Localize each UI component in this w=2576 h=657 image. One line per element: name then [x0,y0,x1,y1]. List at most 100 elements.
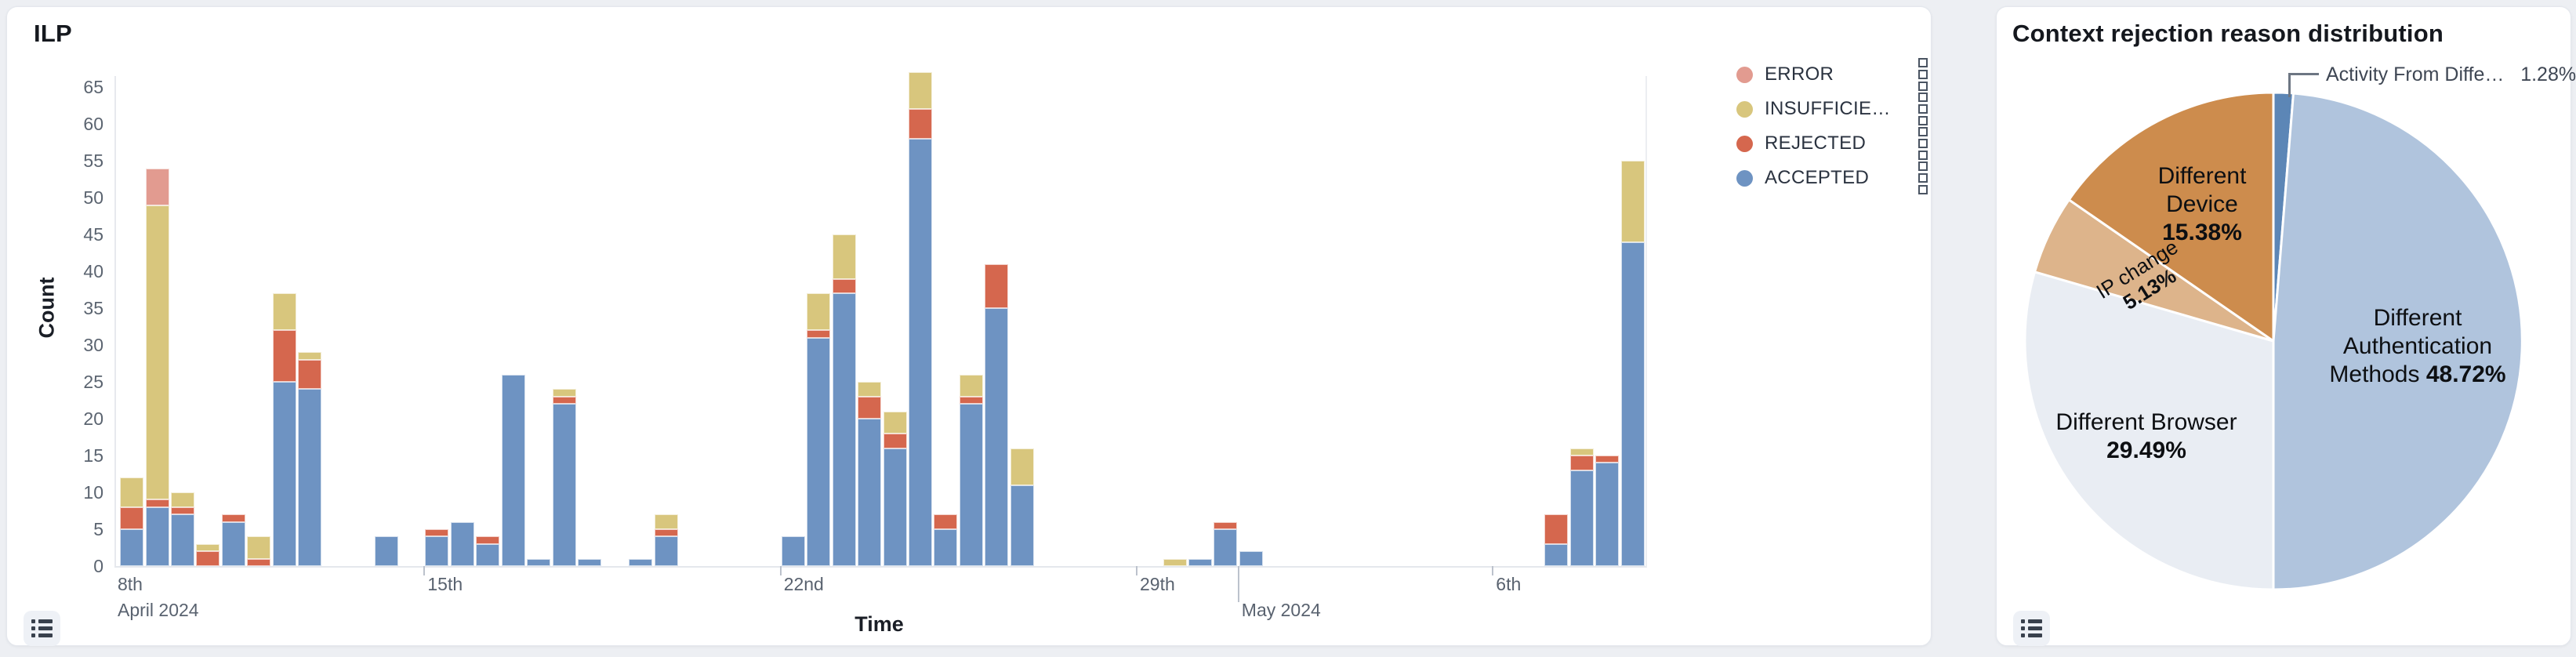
bar-segment-rejected[interactable] [247,558,271,566]
stacked-bar[interactable] [450,521,474,566]
bar-segment-rejected[interactable] [552,396,576,405]
bar-segment-rejected[interactable] [1544,514,1569,544]
bar-segment-insufficient[interactable] [858,382,882,397]
bar-segment-insufficient[interactable] [959,374,983,397]
stacked-bar[interactable] [501,374,525,566]
bar-segment-insufficient[interactable] [247,536,271,559]
bar-segment-insufficient[interactable] [120,477,143,507]
drag-handle-icon[interactable] [1918,162,1928,194]
bar-segment-insufficient[interactable] [298,352,322,360]
pie-slice-different-authentication-methods[interactable] [2272,92,2523,591]
stacked-bar[interactable] [196,543,220,566]
bar-segment-rejected[interactable] [959,396,983,405]
bar-segment-accepted[interactable] [1239,551,1263,566]
bar-segment-accepted[interactable] [629,558,652,566]
bar-segment-accepted[interactable] [298,389,322,566]
bar-segment-accepted[interactable] [1595,463,1620,566]
bar-segment-insufficient[interactable] [196,543,220,552]
stacked-bar[interactable] [476,536,500,566]
stacked-bar[interactable] [552,389,576,566]
stacked-bar[interactable] [578,558,602,566]
bar-segment-accepted[interactable] [120,529,143,566]
bar-segment-rejected[interactable] [883,433,907,448]
legend-item-error[interactable]: ERROR [1736,57,1929,92]
bar-segment-accepted[interactable] [476,543,500,566]
bar-segment-accepted[interactable] [1188,558,1212,566]
stacked-bar[interactable] [1595,456,1620,566]
stacked-bar[interactable] [807,293,831,566]
bar-segment-accepted[interactable] [1214,529,1238,566]
legend-item-accepted[interactable]: ACCEPTED [1736,161,1929,195]
bar-segment-accepted[interactable] [578,558,602,566]
bar-segment-insufficient[interactable] [883,411,907,434]
bar-segment-insufficient[interactable] [654,514,678,530]
bar-segment-accepted[interactable] [170,514,194,566]
bar-segment-rejected[interactable] [120,506,143,529]
bar-segment-insufficient[interactable] [272,293,296,331]
bar-segment-insufficient[interactable] [832,234,856,279]
bar-segment-accepted[interactable] [552,404,576,566]
stacked-bar[interactable] [1163,558,1187,566]
bar-segment-rejected[interactable] [1214,521,1238,529]
bar-segment-accepted[interactable] [145,506,169,566]
bar-segment-insufficient[interactable] [807,293,831,331]
bar-segment-rejected[interactable] [1595,456,1620,463]
bar-segment-accepted[interactable] [909,138,932,566]
bar-segment-accepted[interactable] [934,529,958,566]
stacked-bar[interactable] [883,411,907,566]
bar-segment-accepted[interactable] [221,521,245,566]
stacked-bar[interactable] [959,374,983,566]
bar-segment-rejected[interactable] [145,499,169,507]
bar-segment-rejected[interactable] [298,359,322,390]
stacked-bar[interactable] [1569,448,1594,566]
bar-segment-rejected[interactable] [1569,456,1594,470]
bar-segment-rejected[interactable] [858,396,882,419]
bar-segment-rejected[interactable] [170,506,194,515]
bar-segment-accepted[interactable] [781,536,805,566]
stacked-bar[interactable] [858,382,882,566]
stacked-bar[interactable] [832,234,856,566]
bar-segment-error[interactable] [145,168,169,205]
stacked-bar[interactable] [909,72,932,566]
bar-segment-accepted[interactable] [985,308,1009,566]
bar-segment-accepted[interactable] [527,558,551,566]
bar-segment-rejected[interactable] [196,551,220,566]
bar-segment-accepted[interactable] [425,536,449,566]
bar-segment-accepted[interactable] [807,337,831,566]
stacked-bar[interactable] [1544,514,1569,566]
bar-segment-accepted[interactable] [1010,485,1034,566]
bar-segment-insufficient[interactable] [1163,558,1187,566]
stacked-bar[interactable] [1239,551,1263,566]
stacked-bar[interactable] [247,536,271,566]
bar-segment-rejected[interactable] [909,109,932,139]
drag-handle-icon[interactable] [1918,127,1928,160]
stacked-bar[interactable] [374,536,398,566]
bar-segment-accepted[interactable] [654,536,678,566]
bar-segment-insufficient[interactable] [1620,161,1645,242]
stacked-bar[interactable] [1188,558,1212,566]
bar-segment-accepted[interactable] [832,293,856,566]
stacked-bar[interactable] [170,492,194,566]
drag-handle-icon[interactable] [1918,93,1928,125]
pie-slice-different-browser[interactable] [2023,270,2275,591]
bar-segment-insufficient[interactable] [552,389,576,397]
stacked-bar[interactable] [781,536,805,566]
stacked-bar[interactable] [1620,161,1645,566]
bar-segment-insufficient[interactable] [1010,448,1034,485]
bar-segment-rejected[interactable] [807,330,831,338]
stacked-bar[interactable] [120,477,143,566]
stacked-bar[interactable] [1010,448,1034,566]
bar-segment-insufficient[interactable] [145,205,169,500]
bar-segment-insufficient[interactable] [1569,448,1594,456]
toggle-legend-list-button[interactable] [2013,611,2050,646]
stacked-bar[interactable] [654,514,678,566]
stacked-bar[interactable] [1214,521,1238,566]
bar-segment-rejected[interactable] [934,514,958,529]
bar-segment-rejected[interactable] [221,514,245,522]
stacked-bar[interactable] [145,168,169,566]
bar-segment-rejected[interactable] [654,529,678,537]
stacked-bar[interactable] [425,529,449,566]
bar-segment-rejected[interactable] [272,330,296,382]
legend-item-rejected[interactable]: REJECTED [1736,126,1929,161]
bar-segment-rejected[interactable] [476,536,500,544]
